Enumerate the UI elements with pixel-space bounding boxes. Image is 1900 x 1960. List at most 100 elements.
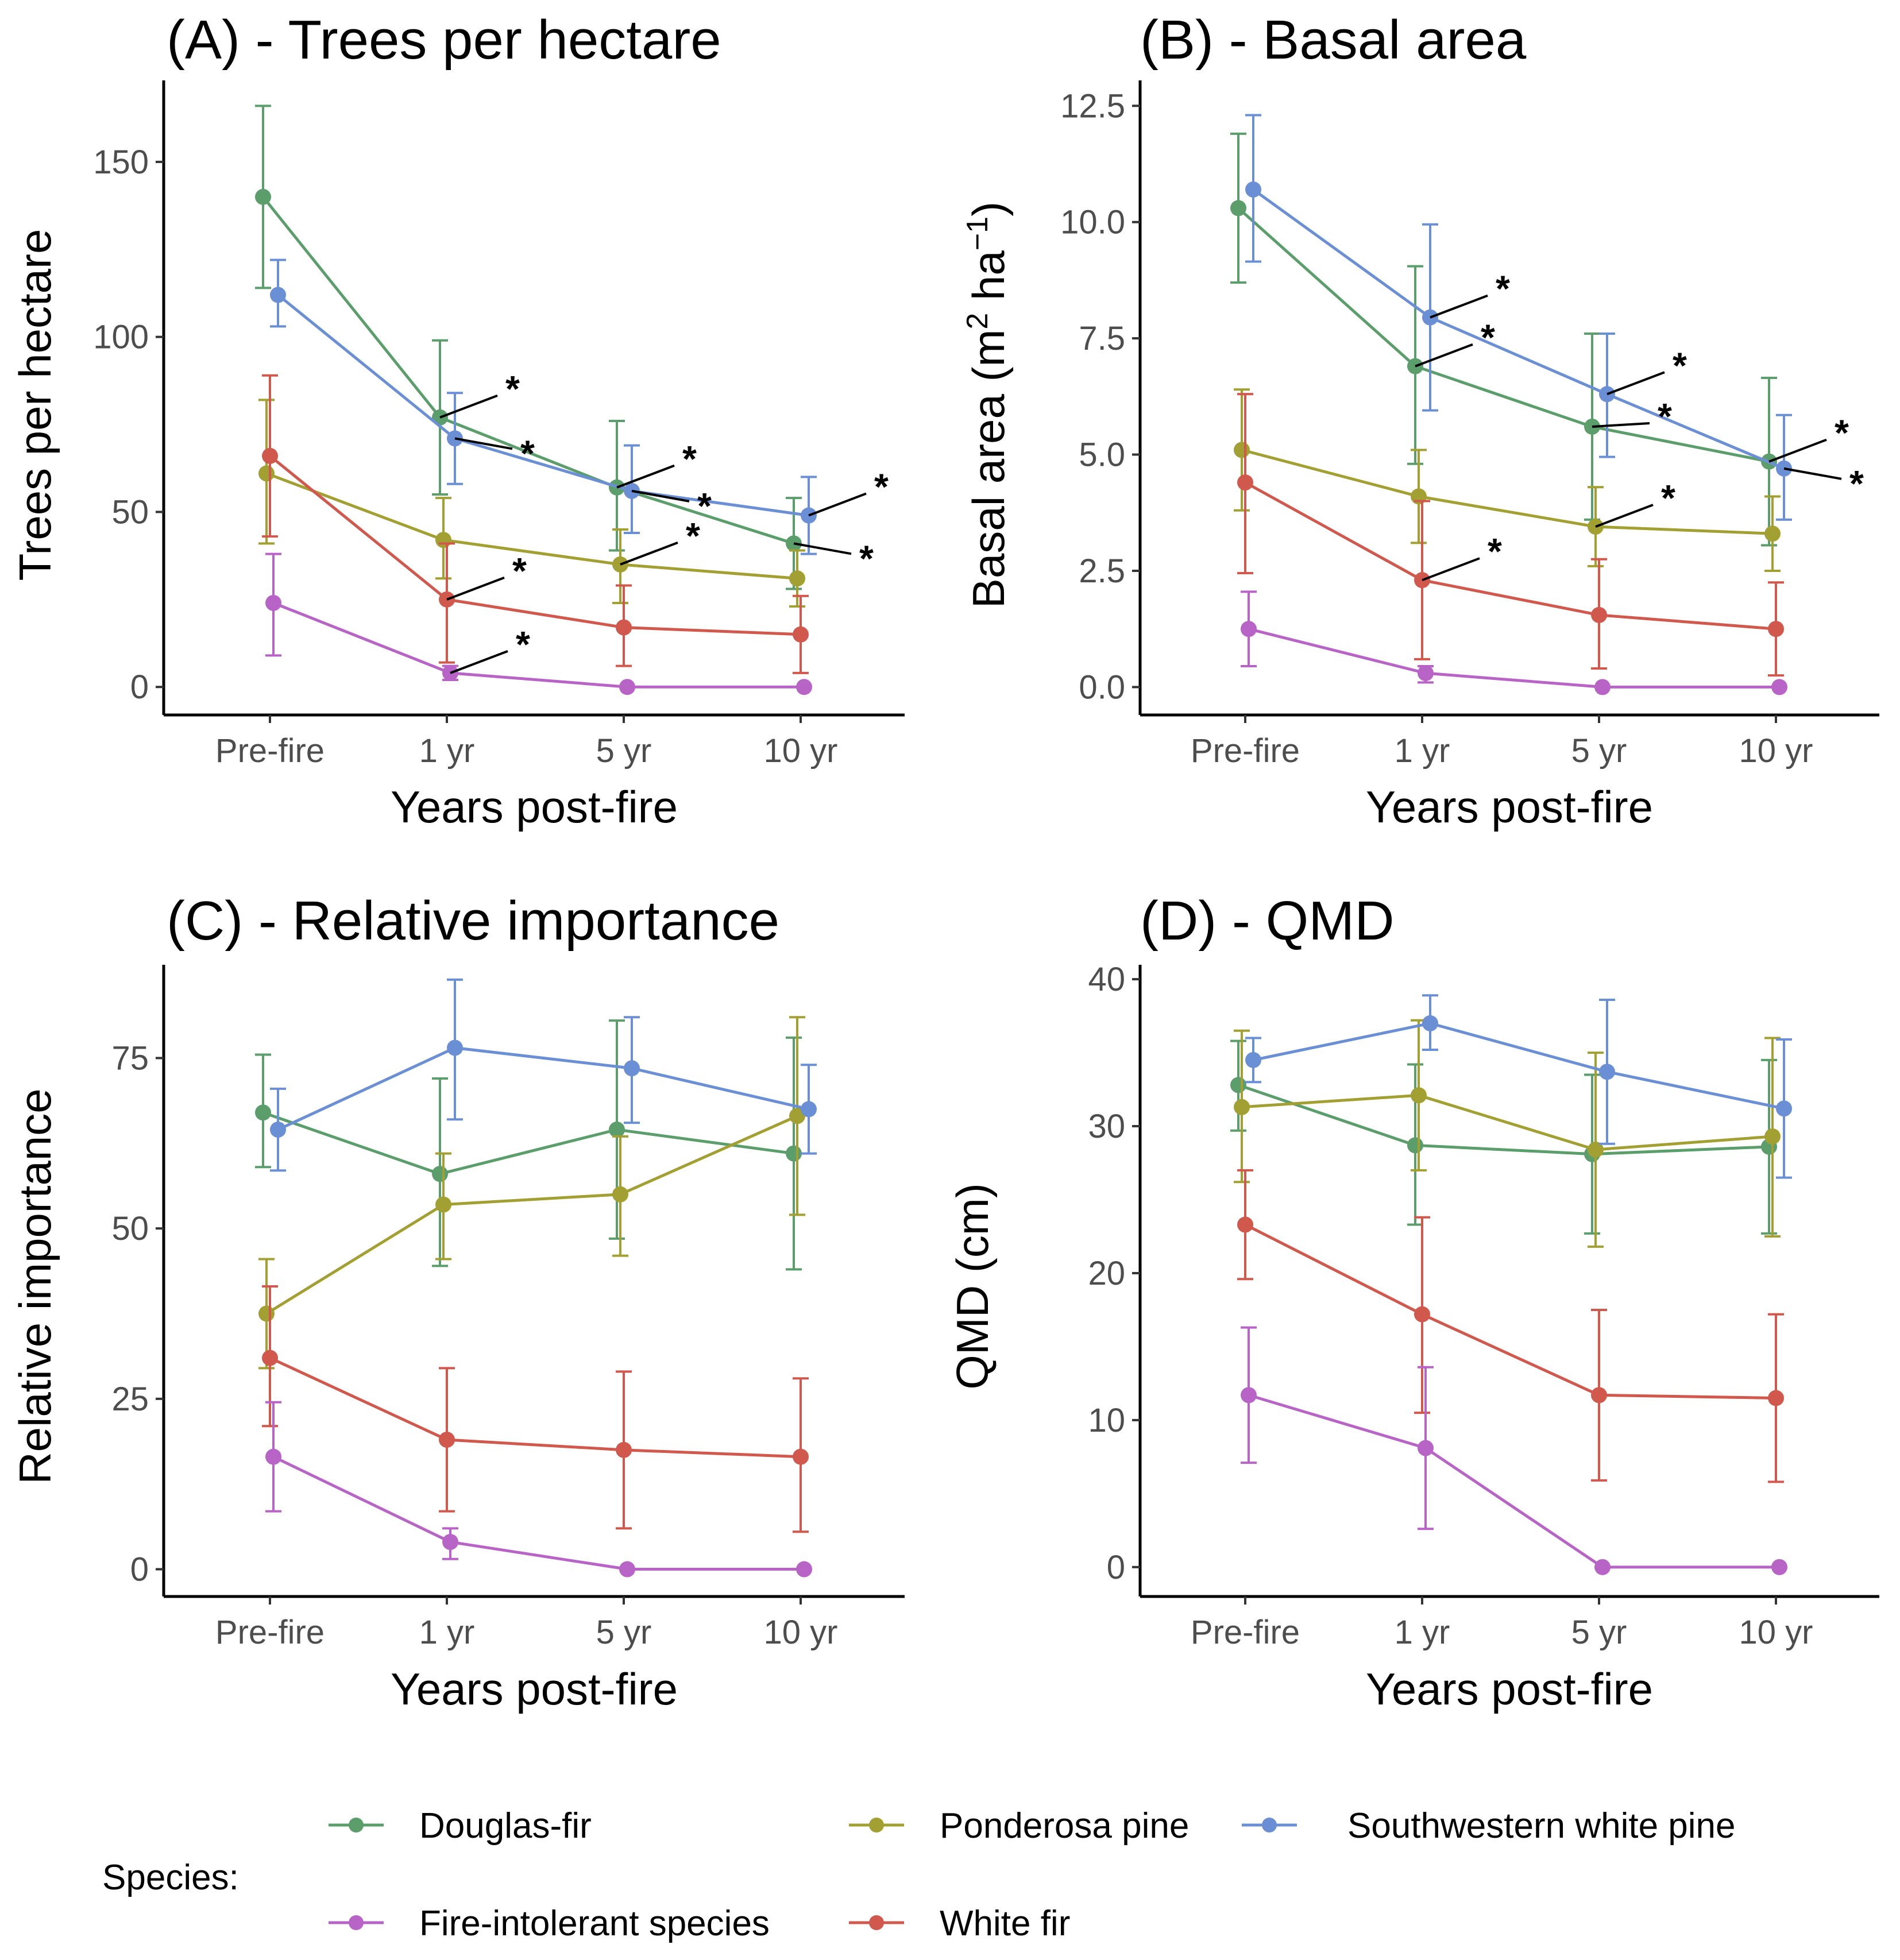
legend-label: Fire-intolerant species — [419, 1904, 770, 1943]
legend-title: Species: — [102, 1858, 239, 1897]
legend-item-white-fir: White fir — [849, 1904, 1070, 1943]
panel-a-x-axis-title: Years post-fire — [391, 782, 678, 832]
panel-a-plot: ** ******* — [255, 105, 889, 695]
panel-b-ylabel-sup1: 2 — [961, 313, 994, 330]
panel-b-significance-leader — [1783, 467, 1842, 480]
panel-d-x-tick-label: Pre-fire — [1191, 1614, 1300, 1651]
panel-d-point-whitefir — [1591, 1387, 1607, 1404]
panel-b-line-swwp — [1252, 188, 1785, 470]
legend-key-point — [349, 1818, 364, 1833]
panel-c-y-tick-label: 25 — [111, 1381, 149, 1418]
panel-b-y-tick-label: 10.0 — [1060, 204, 1125, 241]
panel-d-point-swwp — [1245, 1051, 1261, 1068]
panel-b-x-axis-title: Years post-fire — [1366, 782, 1653, 832]
panel-d-series-douglas — [1230, 1039, 1777, 1235]
panel-a-significance-marker: * — [520, 432, 535, 474]
panel-b-series-whitefir — [1237, 393, 1784, 677]
panel-a-x-tick-label: 5 yr — [596, 732, 652, 770]
legend-label: Southwestern white pine — [1347, 1806, 1736, 1846]
panel-c-series-fireint — [265, 1401, 812, 1578]
panel-d-point-whitefir — [1414, 1306, 1430, 1323]
panel-b-significance-leader — [1592, 422, 1650, 428]
panel-c-point-douglas — [255, 1104, 271, 1121]
panel-b-y-tick-label: 12.5 — [1060, 87, 1125, 125]
panel-c-series-whitefir — [262, 1285, 809, 1533]
panel-c-title: (C) - Relative importance — [167, 890, 779, 952]
panel-b-series-douglas — [1230, 132, 1777, 547]
panel-a-line-swwp — [277, 293, 809, 517]
legend-key-point — [349, 1915, 364, 1930]
panel-c-line-ponderosa — [265, 1115, 798, 1315]
panel-a-series-douglas — [255, 105, 802, 590]
panel-b-ylabel-sup2: −1 — [961, 217, 994, 250]
panel-a-significance-leader — [439, 395, 498, 419]
panel-d-line-fireint — [1248, 1393, 1779, 1569]
panel-d-line-douglas — [1238, 1084, 1770, 1156]
panel-c-point-swwp — [270, 1122, 286, 1138]
panel-d-point-fireint — [1241, 1387, 1257, 1404]
panel-b-significance-leader — [1606, 371, 1665, 396]
panel-d-x-tick-label: 5 yr — [1571, 1614, 1627, 1651]
panel-b-y-tick-label: 5.0 — [1079, 436, 1125, 474]
panel-d-y-tick-label: 40 — [1088, 961, 1125, 998]
panel-a-point-fireint — [796, 679, 812, 695]
panel-c-point-whitefir — [793, 1448, 809, 1465]
panel-a-y-axis-title: Trees per hectare — [10, 229, 60, 581]
panel-b-significance-marker: * — [1488, 531, 1502, 572]
panel-b-significance-leader — [1415, 343, 1473, 368]
panel-c-series-swwp — [270, 978, 817, 1172]
panel-d-y-axis-title: QMD (cm) — [947, 1183, 998, 1390]
legend-item-fire-intolerant-species: Fire-intolerant species — [329, 1904, 770, 1943]
legend-key-point — [1262, 1818, 1277, 1833]
panel-a-line-ponderosa — [266, 472, 798, 580]
panel-b-significance-marker: * — [1835, 412, 1849, 454]
panel-c-point-fireint — [265, 1448, 281, 1465]
panel-d-point-douglas — [1230, 1077, 1246, 1093]
panel-a-significance-leader — [808, 492, 867, 517]
panel-a-x-tick-label: Pre-fire — [215, 732, 325, 770]
panel-c-point-whitefir — [439, 1432, 455, 1448]
panel-d-point-fireint — [1594, 1559, 1611, 1575]
panel-a-y-tick-label: 0 — [130, 668, 149, 706]
panel-a-significance-marker: * — [516, 624, 530, 665]
panel-a-significance-marker: * — [697, 485, 712, 527]
panel-c-series-ponderosa — [258, 1016, 805, 1370]
panel-c-line-whitefir — [269, 1356, 801, 1459]
panel-b-ylabel-part1: Basal area (m — [963, 330, 1014, 609]
panel-a-x-tick-label: 1 yr — [419, 732, 475, 770]
panel-d-ticks: 0 10 20 30 40 Pre-fire 1 yr 5 yr 10 yr — [1088, 961, 1879, 1651]
panel-a-point-swwp — [270, 287, 286, 303]
panel-a-y-tick-label: 100 — [93, 319, 149, 356]
panel-c-point-fireint — [619, 1561, 635, 1578]
panel-d-point-fireint — [1418, 1440, 1434, 1456]
panel-c-point-whitefir — [262, 1350, 278, 1366]
panel-d-point-swwp — [1422, 1015, 1438, 1031]
panel-a-series-fireint — [265, 552, 812, 695]
panel-b-significance-leader — [1595, 504, 1654, 528]
panel-c-point-ponderosa — [435, 1196, 451, 1213]
panel-b-y-tick-label: 0.0 — [1079, 668, 1125, 706]
panel-b-y-tick-label: 7.5 — [1079, 320, 1125, 357]
panel-b-point-fireint — [1418, 665, 1434, 682]
panel-c-point-ponderosa — [258, 1305, 275, 1322]
panel-a-y-tick-label: 50 — [111, 493, 149, 531]
panel-b-x-tick-label: 1 yr — [1395, 732, 1450, 770]
panel-a-y-tick-label: 150 — [93, 144, 149, 181]
legend-item-douglas-fir: Douglas-fir — [329, 1806, 592, 1846]
panel-c-ticks: 0 25 50 75 Pre-fire 1 yr 5 yr 10 yr — [111, 965, 905, 1651]
panel-d-series-ponderosa — [1234, 1019, 1781, 1248]
panel-b-x-tick-label: Pre-fire — [1191, 732, 1300, 770]
panel-a-ticks: 0 50 100 150 Pre-fire 1 yr 5 yr 10 yr — [93, 80, 905, 770]
panel-b-point-whitefir — [1768, 621, 1784, 637]
panel-c-x-tick-label: Pre-fire — [215, 1614, 325, 1651]
panel-d-point-ponderosa — [1234, 1099, 1250, 1115]
panel-d-series-whitefir — [1237, 1169, 1784, 1483]
panel-b-plot: ******** — [1230, 114, 1864, 695]
panel-d-point-swwp — [1599, 1064, 1615, 1080]
panel-b-y-axis-title: Basal area (m2 ha−1) — [961, 202, 1014, 608]
panel-a-significance-leader — [446, 576, 505, 601]
panel-d-point-ponderosa — [1588, 1141, 1604, 1158]
panel-d-y-tick-label: 0 — [1107, 1549, 1125, 1586]
panel-c-point-ponderosa — [612, 1186, 628, 1203]
panel-b-point-whitefir — [1591, 606, 1607, 623]
